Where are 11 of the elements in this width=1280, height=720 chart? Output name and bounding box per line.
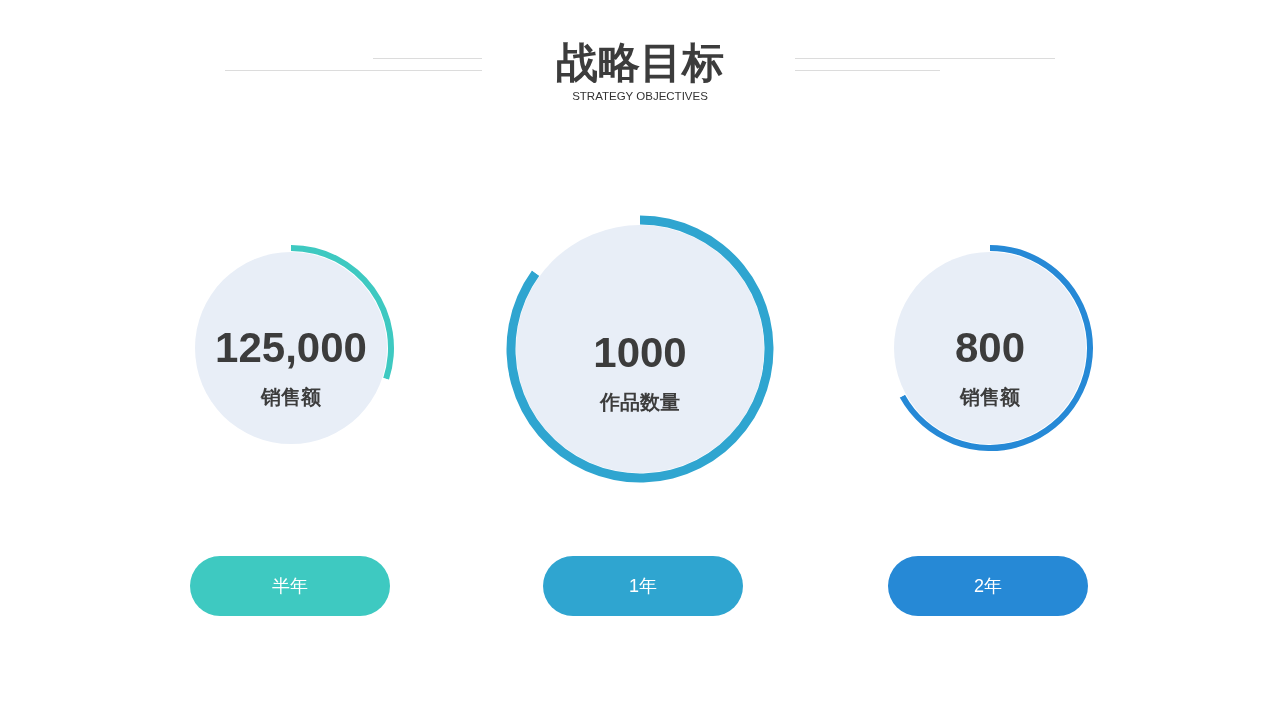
- text: 1000: [593, 329, 687, 376]
- text: 2年: [973, 576, 1003, 596]
- text: 125,000: [215, 324, 367, 371]
- text: 1年: [628, 576, 658, 596]
- text: 销售额: [959, 386, 1021, 408]
- text: 半年: [272, 576, 308, 596]
- text: 战略目标: [556, 39, 724, 86]
- text: 作品数量: [599, 391, 680, 413]
- text: 800: [954, 324, 1026, 371]
- text: STRATEGY OBJECTIVES: [572, 90, 709, 102]
- text: 销售额: [260, 386, 322, 408]
